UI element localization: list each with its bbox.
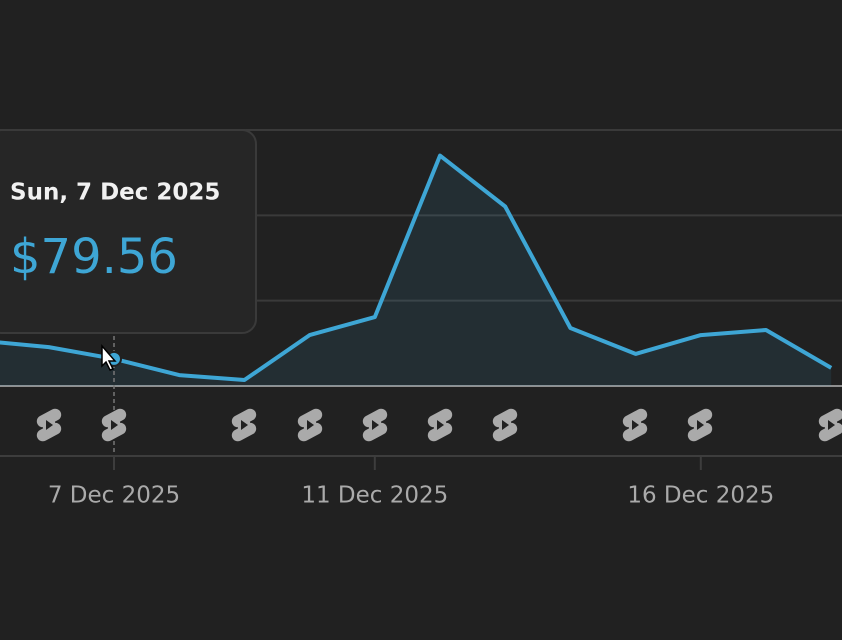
x-axis: 7 Dec 2025 11 Dec 2025 16 Dec 2025 (48, 457, 774, 509)
x-tick-label: 11 Dec 2025 (301, 483, 448, 509)
tooltip-box (0, 129, 257, 334)
shorts-icon (490, 406, 520, 444)
tooltip: Sun, 7 Dec 2025 $79.56 (0, 129, 257, 334)
shorts-icon (425, 406, 455, 444)
shorts-icon (816, 406, 842, 444)
area (0, 155, 832, 386)
shorts-icon (620, 406, 650, 444)
x-tick-label: 16 Dec 2025 (627, 483, 774, 509)
tooltip-value: $79.56 (10, 229, 178, 285)
shorts-markers (34, 406, 842, 444)
shorts-icon (685, 406, 715, 444)
tooltip-date: Sun, 7 Dec 2025 (10, 180, 220, 206)
shorts-icon (99, 406, 129, 444)
line (0, 153, 833, 382)
shorts-icon (360, 406, 390, 444)
mouse-cursor (101, 343, 117, 371)
shorts-icon (34, 406, 64, 444)
x-tick-label: 7 Dec 2025 (48, 483, 180, 509)
shorts-icon (295, 406, 325, 444)
shorts-icon (229, 406, 259, 444)
